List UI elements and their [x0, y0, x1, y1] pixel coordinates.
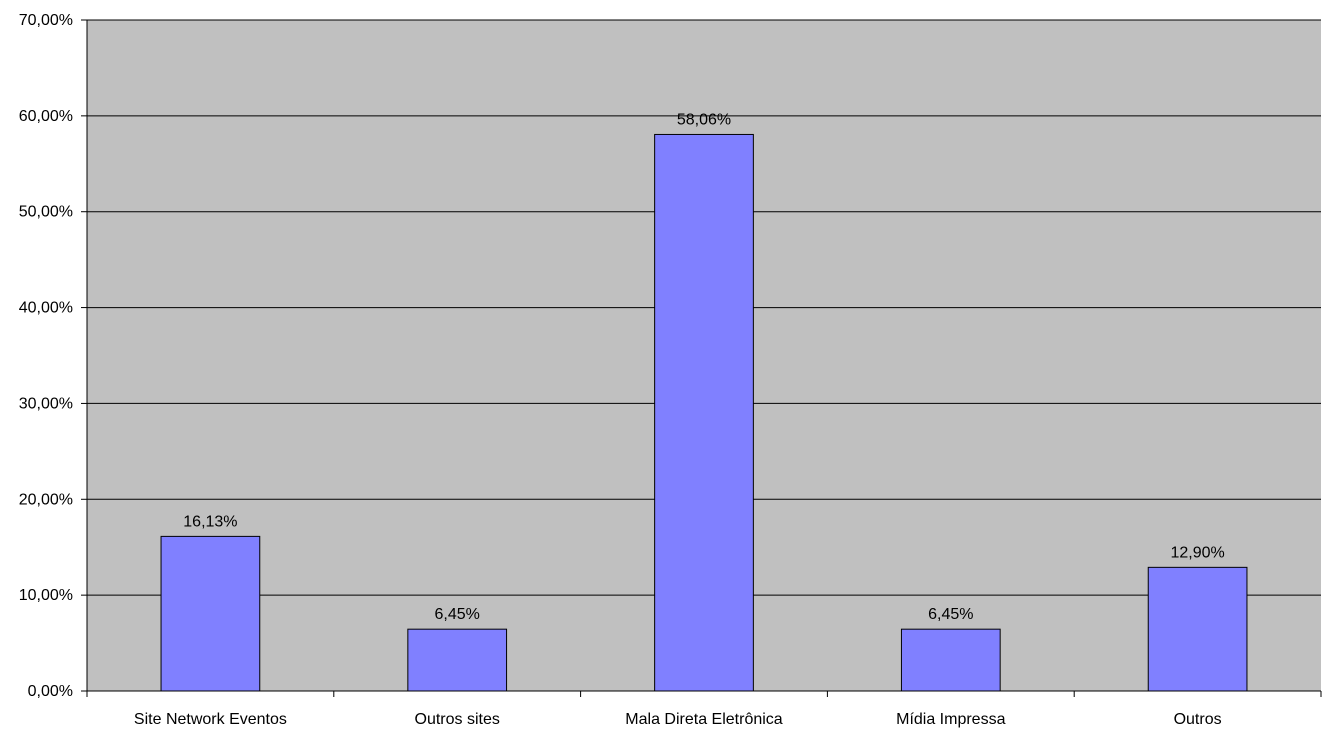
y-tick-label: 70,00% [19, 12, 73, 29]
bar-value-label: 16,13% [183, 513, 237, 530]
bar [407, 628, 508, 692]
x-category-label: Mala Direta Eletrônica [625, 711, 783, 728]
y-tick-label: 40,00% [19, 300, 73, 317]
bar-value-label: 6,45% [435, 606, 480, 623]
y-tick-label: 20,00% [19, 491, 73, 508]
y-axis: 0,00% 10,00% 20,00% 30,00% 40,00% 50,00% 60,00… [19, 12, 88, 700]
bar [160, 535, 261, 692]
x-category-label: Site Network Eventos [134, 711, 287, 728]
y-tick-label: 60,00% [19, 108, 73, 125]
data-labels: 16,13% 6,45% 58,06% 6,45% 12,90% [183, 111, 1224, 623]
y-tick-label: 30,00% [19, 395, 73, 412]
x-category-label: Outros [1174, 711, 1222, 728]
y-tick-label: 0,00% [28, 683, 73, 700]
bar [1147, 566, 1248, 692]
x-category-label: Mídia Impressa [896, 711, 1005, 728]
bar-value-label: 58,06% [677, 111, 731, 128]
x-category-label: Outros sites [415, 711, 500, 728]
bar [654, 133, 754, 692]
x-axis: Site Network Eventos Outros sites Mala Dir… [86, 690, 1322, 728]
bar-series [160, 133, 1248, 692]
bar [900, 628, 1001, 692]
bar-value-label: 12,90% [1170, 544, 1224, 561]
bar-value-label: 6,45% [928, 606, 973, 623]
y-tick-label: 50,00% [19, 204, 73, 221]
y-tick-label: 10,00% [19, 587, 73, 604]
